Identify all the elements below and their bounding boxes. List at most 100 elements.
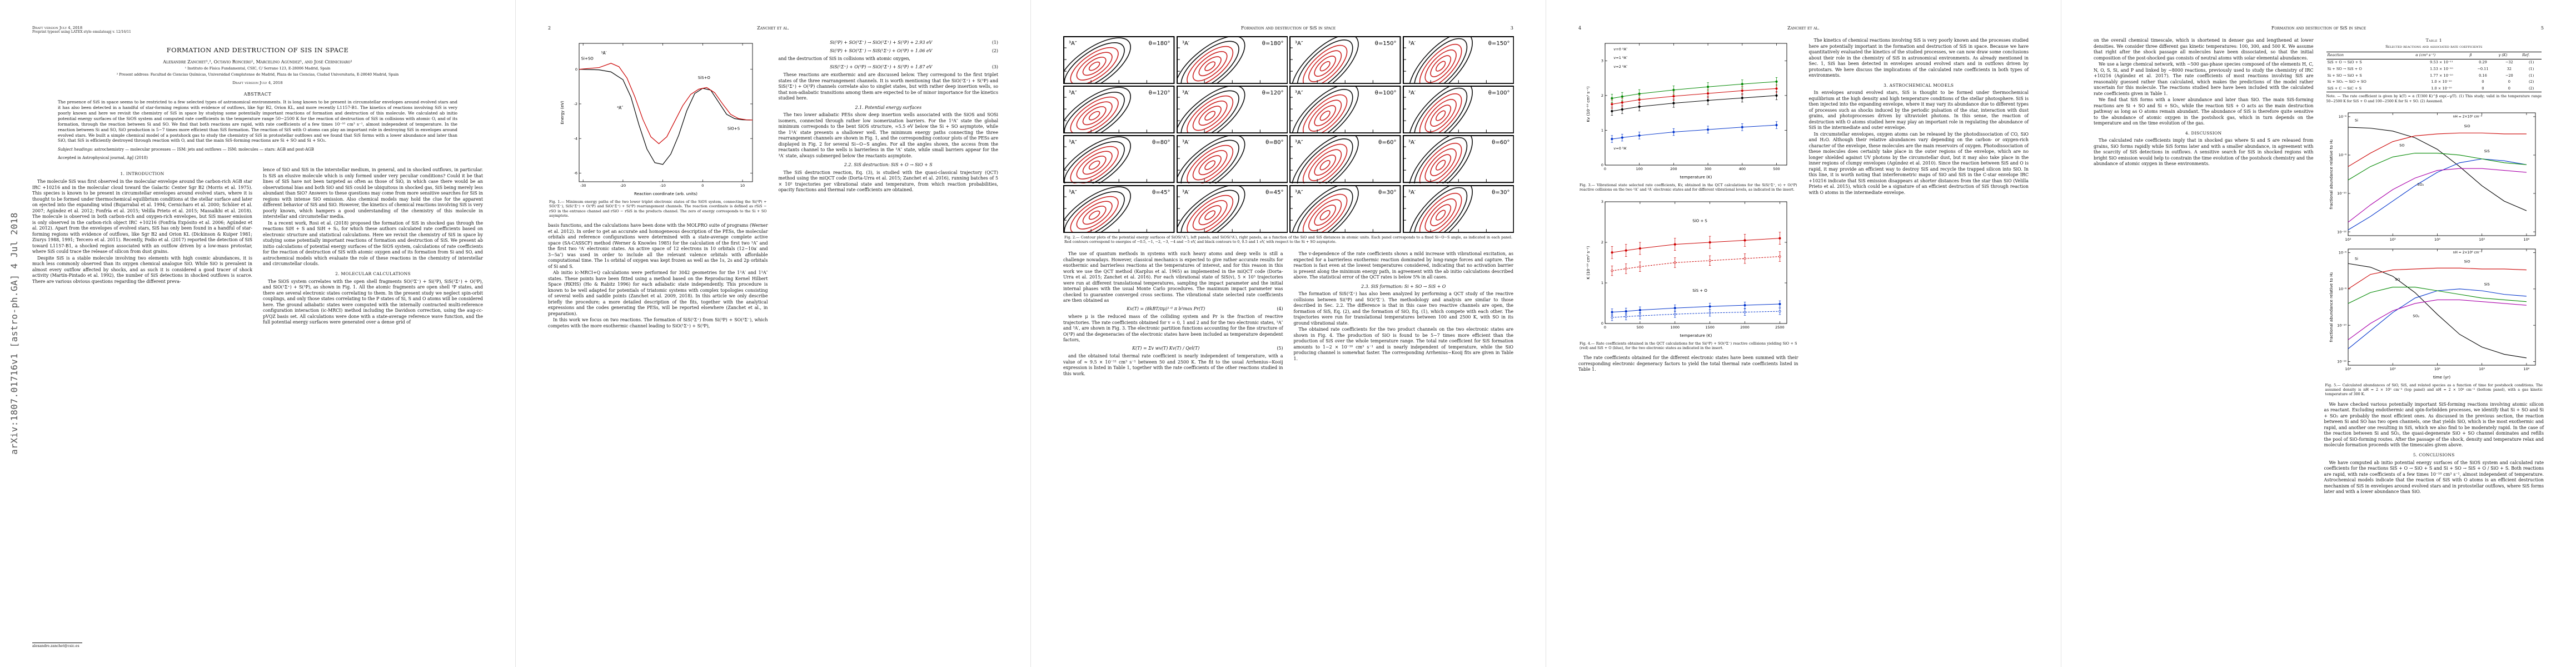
contour-plot: θ=60° ³A′ xyxy=(1402,135,1514,183)
page2-column-right: Si(³P) + SO(³Σ⁻) → SiO(¹Σ⁺) + S(³P) + 2.… xyxy=(779,38,999,330)
contour-plot: θ=180° ³A′ xyxy=(1176,36,1288,84)
data-point xyxy=(1621,108,1624,111)
data-point xyxy=(1638,105,1641,108)
equation-body: Si(³P) + SO(³Σ⁻) → SiS(¹Σ⁺) + O(³P) + 1.… xyxy=(830,48,933,53)
x-tick-label: 300 xyxy=(1705,167,1711,171)
page-3: Formation and destruction of SiS in spac… xyxy=(1030,0,1546,667)
contour-line xyxy=(1064,42,1125,84)
panel-angle-label: θ=150° xyxy=(1375,41,1397,47)
contour-plot: θ=30° ³A″ xyxy=(1289,185,1401,233)
author-footnote: alexandre.zanchet@csic.es xyxy=(32,643,252,648)
contour-line xyxy=(1204,111,1215,121)
x-tick-label: 10⁵ xyxy=(2479,237,2485,242)
data-point xyxy=(1741,126,1744,128)
table-cell: 9.53 × 10⁻¹¹ xyxy=(2430,60,2453,65)
plot-frame xyxy=(2348,112,2536,236)
data-point xyxy=(1741,83,1744,86)
contour-line xyxy=(1070,196,1119,233)
data-point xyxy=(1625,315,1628,318)
page4-left-text: The rate coefficients obtained for the d… xyxy=(1578,355,1798,373)
subsection-heading: 2.2. SiS destruction: SiS + O → SiO + S xyxy=(844,162,933,167)
contour-line xyxy=(1180,190,1239,233)
paragraph: lence of SiO and SiS in the interstellar… xyxy=(263,167,483,220)
contour-line xyxy=(1063,186,1132,233)
author-list: Alexandre Zanchet¹,², Octavio Roncero¹, … xyxy=(163,59,352,64)
figure-2-caption: Fig. 2.— Contour plots of the potential … xyxy=(1064,235,1512,245)
contour-line xyxy=(1435,61,1446,72)
table-cell: (1) xyxy=(2528,60,2534,65)
data-point xyxy=(1743,257,1746,260)
data-point xyxy=(1708,305,1712,308)
panel-state-label: ³A′ xyxy=(1408,190,1416,196)
panel-state-label: ³A′ xyxy=(1182,41,1190,47)
x-tick-label: 0 xyxy=(701,183,704,188)
y-tick-label: 0 xyxy=(575,67,577,72)
contour-line xyxy=(1429,203,1451,226)
panel-state-label: ³A″ xyxy=(1295,41,1303,47)
contour-line xyxy=(1192,101,1227,131)
contour-plot: θ=45° ³A″ xyxy=(1063,185,1175,233)
contour-line xyxy=(1192,150,1227,181)
contour-line xyxy=(1424,49,1457,83)
page1-columns: 1. INTRODUCTION The molecule SiS was firs… xyxy=(32,167,483,326)
table-cell: 1.0 × 10⁻¹⁰ xyxy=(2431,79,2452,84)
panel-frame xyxy=(1063,86,1175,134)
contour-line xyxy=(1319,210,1331,220)
subject-headings-list: astrochemistry — molecular processes — I… xyxy=(94,147,314,152)
x-tick-label: 10 xyxy=(740,183,745,188)
table-cell: Si + SO → SiS + O xyxy=(2327,66,2362,71)
contour-line xyxy=(1424,99,1457,133)
data-point xyxy=(1611,103,1613,106)
data-series-line xyxy=(2348,263,2527,359)
x-tick-label: -10 xyxy=(660,183,666,188)
contour-line xyxy=(1424,148,1457,182)
contour-panel: θ=150° ³A″ xyxy=(1289,36,1401,84)
plot-frame xyxy=(1605,43,1787,166)
table-header: Reaction α (cm³ s⁻¹) β γ (K) Ref. xyxy=(2326,52,2542,59)
page2-column-left: -30 -20 -10 0 10 -6 -4 -2 0 Reaction coordinate (… xyxy=(548,38,768,330)
footnote-email: alexandre.zanchet@csic.es xyxy=(32,644,79,648)
table-cell: SiS + O → SiO + S xyxy=(2327,60,2362,65)
panel-state-label: ³A′ xyxy=(1408,90,1416,96)
x-tick-label: 10³ xyxy=(2390,367,2396,371)
preprint-typeset-line: Preprint typeset using LATEX style emula… xyxy=(32,30,131,34)
table-col-header: Ref. xyxy=(2521,52,2542,59)
panel-state-label: ³A′ xyxy=(1182,90,1190,96)
equation-body: Si(³P) + SO(³Σ⁻) → SiO(¹Σ⁺) + S(³P) + 2.… xyxy=(830,40,933,45)
page3-column-right: The v-dependence of the rate coefficient… xyxy=(1294,251,1514,377)
equation-body: SiS(¹Σ⁺) + O(³P) → SiO(¹Σ⁺) + S(³P) + 1.… xyxy=(830,64,933,69)
contour-plot: θ=80° ³A′ xyxy=(1176,135,1288,183)
plot-annotation: SiS+O xyxy=(697,76,710,80)
table-row: SiS + C → SiC + S 1.0 × 10⁻¹⁰ 0 0 (2) xyxy=(2326,86,2542,92)
contour-line xyxy=(1070,47,1119,84)
figure-5-caption: Fig. 5.— Calculated abundances of SiO, S… xyxy=(2325,382,2543,397)
table-1-label: Table 1 xyxy=(2425,38,2442,43)
panel-frame xyxy=(1289,185,1401,233)
data-point xyxy=(1611,97,1613,99)
contour-line xyxy=(1424,198,1457,232)
data-point xyxy=(1611,251,1613,254)
x-tick-label: 0 xyxy=(1604,167,1606,171)
contour-line xyxy=(1088,61,1100,71)
panel-state-label: ³A′ xyxy=(1408,140,1416,146)
contour-line xyxy=(1291,185,1359,233)
paragraph: The v-dependence of the rate coefficient… xyxy=(1293,251,1514,280)
data-point xyxy=(1708,241,1712,243)
table-cell: (1) xyxy=(2528,73,2534,78)
data-point xyxy=(1611,269,1613,272)
data-point xyxy=(1639,314,1642,317)
equation-body: K(T) = Σv wv(T) Kv(T) / Qel(T) xyxy=(1132,345,1200,351)
contour-plot: θ=30° ³A′ xyxy=(1402,185,1514,233)
x-axis-label: Reaction coordinate (arb. units) xyxy=(634,191,697,196)
contour-line xyxy=(1204,61,1215,71)
data-series-line xyxy=(2348,158,2527,230)
contour-line xyxy=(1064,92,1125,134)
page-5: Formation and destruction of SiS in spac… xyxy=(2061,0,2576,667)
equation: Kv(T) = (8kBT/πμ)¹ᐟ² π b²max Pr(T) (4) xyxy=(1063,306,1283,312)
subsection-heading: 2.1. Potential energy surfaces xyxy=(855,104,922,110)
data-point xyxy=(1707,86,1710,88)
paper-title: FORMATION AND DESTRUCTION OF SIS IN SPAC… xyxy=(166,46,349,54)
panel-state-label: ³A″ xyxy=(1295,90,1303,96)
data-point xyxy=(1672,88,1675,91)
